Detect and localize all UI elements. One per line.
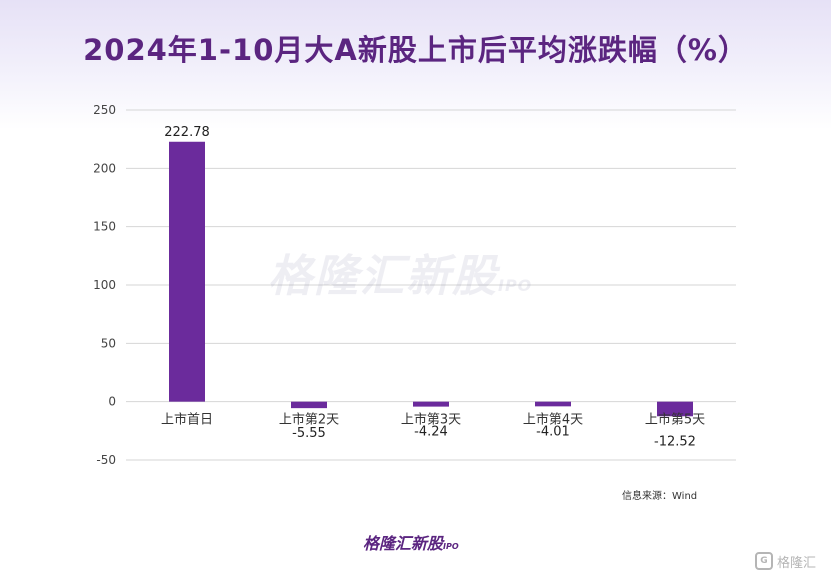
logo-icon: G <box>755 552 773 570</box>
bar <box>291 401 327 409</box>
data-label: -4.24 <box>414 425 448 440</box>
x-tick-label: 上市首日 <box>161 412 213 428</box>
data-label: -4.01 <box>536 424 570 439</box>
bar <box>535 401 571 407</box>
bar <box>657 401 693 417</box>
corner-logo-text: 格隆汇 <box>777 555 817 571</box>
corner-logo: G 格隆汇 <box>755 550 825 572</box>
x-tick-label: 上市第2天 <box>279 412 339 428</box>
x-tick-label: 上市第4天 <box>523 412 583 428</box>
watermark: 格隆汇新股IPO <box>268 240 532 304</box>
data-label: 222.78 <box>164 125 210 140</box>
source-note: 信息来源：Wind <box>622 491 698 502</box>
y-tick-label: 50 <box>101 336 116 350</box>
y-tick-label: 0 <box>108 395 116 409</box>
y-tick-label: 150 <box>93 220 116 234</box>
y-tick-label: 100 <box>93 278 116 292</box>
brand-logo: 格隆汇新股IPO <box>363 530 459 554</box>
bar <box>169 141 205 402</box>
y-tick-label: 200 <box>93 161 116 175</box>
watermark-sub: IPO <box>498 276 533 295</box>
chart-title: 2024年1-10月大A新股上市后平均涨跌幅（%） <box>83 33 748 67</box>
y-tick-label: -50 <box>96 453 116 467</box>
x-tick-label: 上市第3天 <box>401 412 461 428</box>
x-tick-label: 上市第5天 <box>645 412 705 428</box>
bar <box>413 401 449 407</box>
watermark-text: 格隆汇新股 <box>268 251 498 302</box>
y-tick-label: 250 <box>93 103 116 117</box>
data-label: -5.55 <box>292 426 326 441</box>
brand-text: 格隆汇新股 <box>363 534 444 553</box>
brand-sub: IPO <box>443 542 459 551</box>
data-label: -12.52 <box>654 434 696 449</box>
